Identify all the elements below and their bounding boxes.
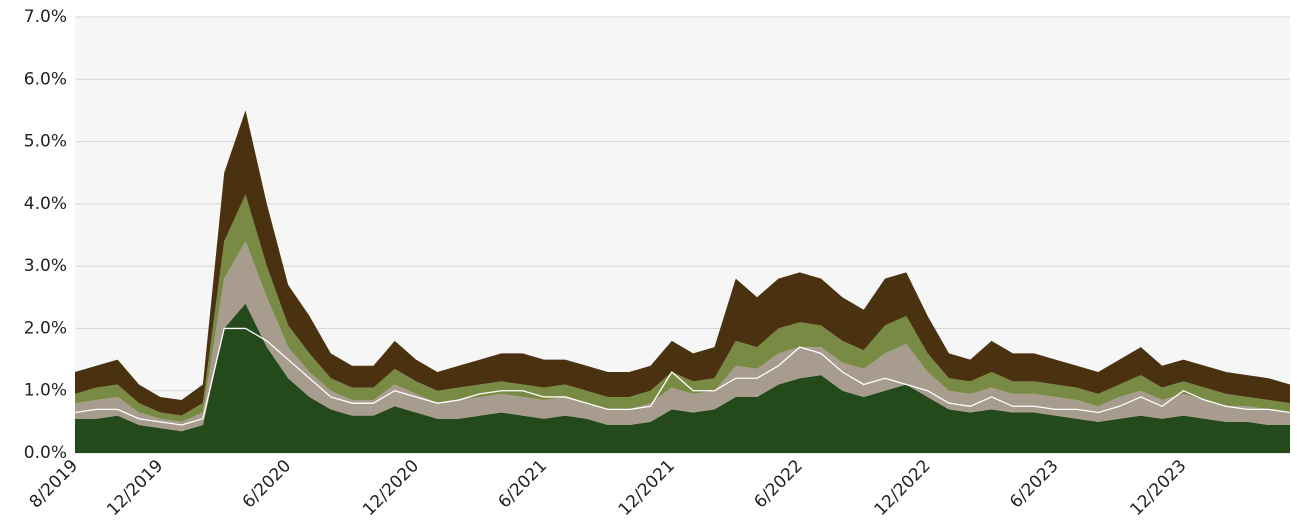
y-tick-label: 4.0% [24, 194, 67, 214]
x-tick-label: 12/2020 [359, 456, 423, 520]
area [75, 241, 1290, 432]
line [74, 327, 1291, 426]
x-tick-label: 12/2021 [615, 456, 679, 520]
y-tick-label: 1.0% [24, 381, 67, 401]
y-tick-label: 5.0% [24, 132, 67, 152]
x-tick-label: 12/2022 [871, 456, 935, 520]
x-tick-label: 12/2019 [103, 456, 167, 520]
x-tick-label: 6/2022 [750, 456, 806, 512]
x-tick-label: 12/2023 [1126, 456, 1190, 520]
y-tick-label: 7.0% [24, 7, 67, 27]
x-tick-label: 6/2023 [1006, 456, 1062, 512]
y-tick-label: 3.0% [24, 256, 67, 276]
x-tick-label: 6/2020 [239, 456, 295, 512]
y-tick-label: 0.0% [24, 443, 67, 463]
x-tick-label: 6/2021 [495, 456, 551, 512]
x-tick-label: 8/2019 [26, 456, 82, 512]
area [75, 303, 1290, 453]
area [75, 110, 1290, 416]
y-tick-label: 2.0% [24, 318, 67, 338]
y-tick-label: 6.0% [24, 69, 67, 89]
